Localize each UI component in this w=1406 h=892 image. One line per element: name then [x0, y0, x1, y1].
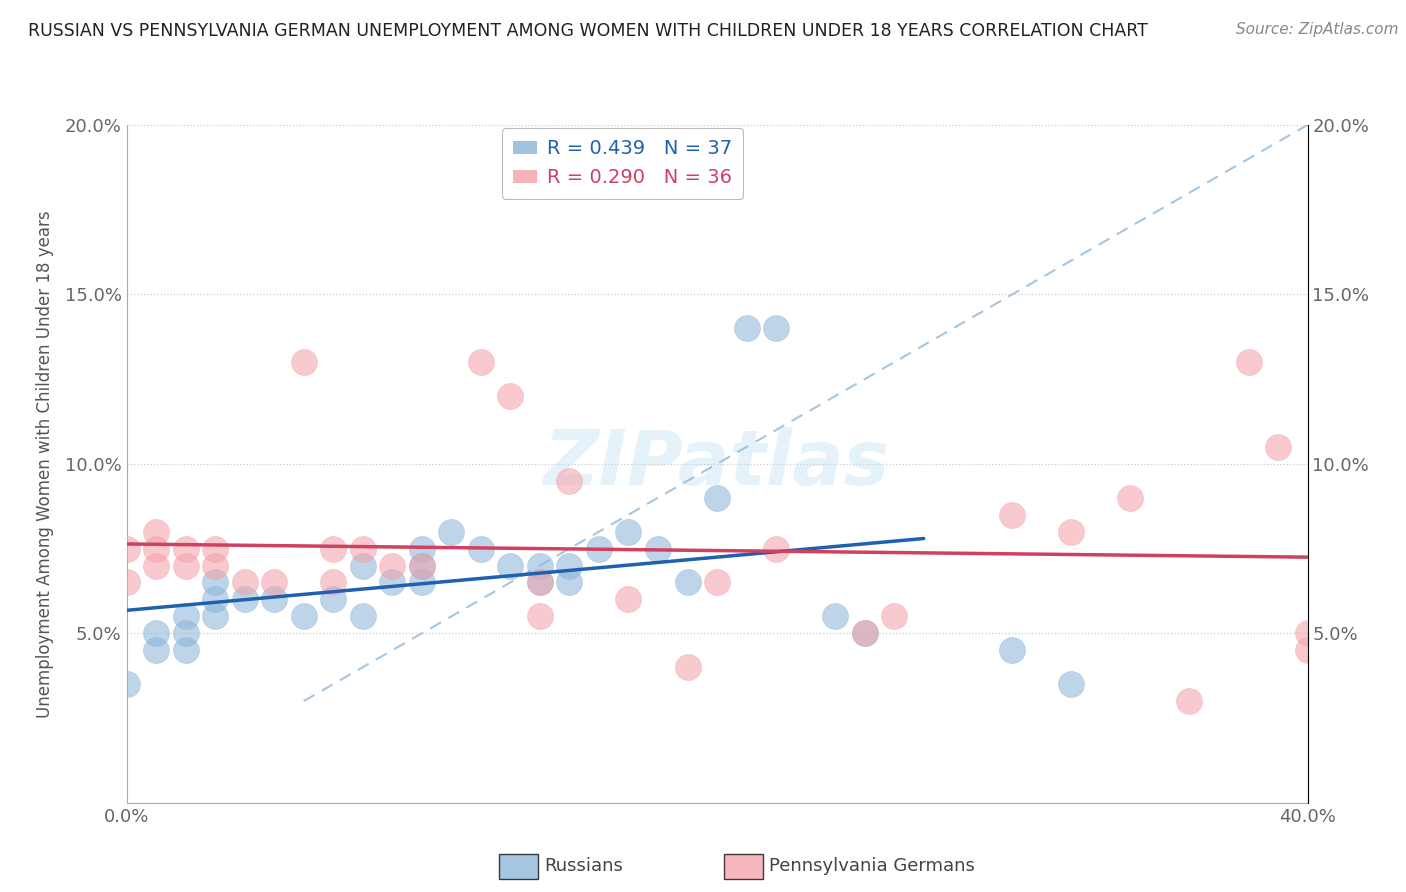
Point	[411, 575, 433, 590]
Point	[352, 541, 374, 556]
Point	[647, 541, 669, 556]
Point	[233, 575, 256, 590]
Point	[174, 609, 197, 624]
Point	[322, 575, 344, 590]
Point	[381, 558, 404, 573]
Point	[411, 558, 433, 573]
Point	[558, 558, 581, 573]
Point	[115, 541, 138, 556]
Point	[588, 541, 610, 556]
Point	[529, 609, 551, 624]
Point	[204, 575, 226, 590]
Point	[735, 321, 758, 335]
Point	[558, 474, 581, 488]
Point	[352, 609, 374, 624]
Point	[322, 541, 344, 556]
Text: RUSSIAN VS PENNSYLVANIA GERMAN UNEMPLOYMENT AMONG WOMEN WITH CHILDREN UNDER 18 Y: RUSSIAN VS PENNSYLVANIA GERMAN UNEMPLOYM…	[28, 22, 1147, 40]
Point	[706, 491, 728, 505]
Point	[1060, 677, 1083, 691]
Point	[529, 575, 551, 590]
Point	[115, 575, 138, 590]
Point	[676, 575, 699, 590]
Point	[263, 592, 285, 607]
Point	[1267, 440, 1289, 454]
Point	[411, 558, 433, 573]
Y-axis label: Unemployment Among Women with Children Under 18 years: Unemployment Among Women with Children U…	[35, 210, 53, 718]
Point	[499, 558, 522, 573]
Point	[765, 321, 787, 335]
Point	[706, 575, 728, 590]
Point	[145, 643, 167, 657]
Text: Russians: Russians	[544, 857, 623, 875]
Point	[617, 592, 640, 607]
Legend: R = 0.439   N = 37, R = 0.290   N = 36: R = 0.439 N = 37, R = 0.290 N = 36	[502, 128, 744, 199]
Point	[204, 541, 226, 556]
Text: Pennsylvania Germans: Pennsylvania Germans	[769, 857, 974, 875]
Point	[1119, 491, 1142, 505]
Point	[174, 626, 197, 640]
Point	[322, 592, 344, 607]
Point	[145, 524, 167, 539]
Point	[292, 355, 315, 369]
Point	[145, 626, 167, 640]
Point	[204, 558, 226, 573]
Point	[263, 575, 285, 590]
Point	[204, 592, 226, 607]
Point	[765, 541, 787, 556]
Point	[853, 626, 876, 640]
Point	[174, 643, 197, 657]
Point	[499, 389, 522, 403]
Point	[174, 558, 197, 573]
Point	[529, 575, 551, 590]
Point	[1001, 643, 1024, 657]
Text: Source: ZipAtlas.com: Source: ZipAtlas.com	[1236, 22, 1399, 37]
Point	[1001, 508, 1024, 522]
Point	[292, 609, 315, 624]
Point	[470, 541, 492, 556]
Point	[824, 609, 846, 624]
Point	[204, 609, 226, 624]
Point	[1296, 626, 1319, 640]
Point	[145, 558, 167, 573]
Point	[115, 677, 138, 691]
Point	[883, 609, 905, 624]
Point	[440, 524, 463, 539]
Point	[1296, 643, 1319, 657]
Point	[1060, 524, 1083, 539]
Point	[1178, 694, 1201, 708]
Point	[411, 541, 433, 556]
Point	[174, 541, 197, 556]
Point	[853, 626, 876, 640]
Point	[529, 558, 551, 573]
Point	[352, 558, 374, 573]
Point	[381, 575, 404, 590]
Text: ZIPatlas: ZIPatlas	[544, 427, 890, 500]
Point	[676, 660, 699, 674]
Point	[558, 575, 581, 590]
Point	[233, 592, 256, 607]
Point	[1237, 355, 1260, 369]
Point	[145, 541, 167, 556]
Point	[470, 355, 492, 369]
Point	[617, 524, 640, 539]
